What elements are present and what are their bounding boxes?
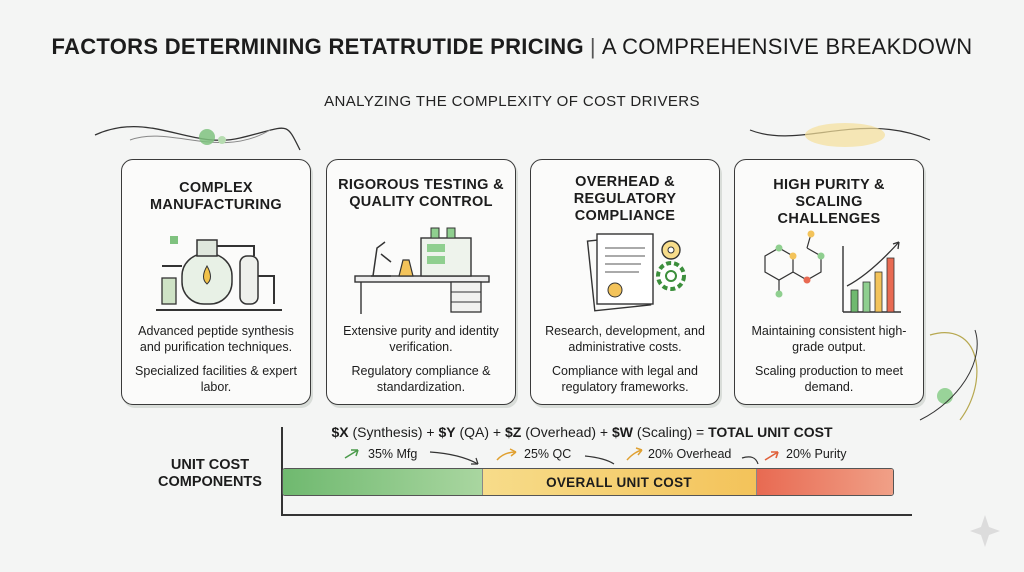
card-title: RIGOROUS TESTING & QUALITY CONTROL bbox=[338, 177, 504, 210]
card-text-secondary: Compliance with legal and regulatory fra… bbox=[552, 364, 698, 394]
reactor-icon bbox=[156, 236, 282, 311]
formula-x: $X bbox=[331, 424, 349, 440]
molecule-growth-chart-icon bbox=[764, 230, 901, 313]
title-light: A COMPREHENSIVE BREAKDOWN bbox=[601, 34, 973, 59]
card-text-primary: Maintaining consistent high-grade output… bbox=[751, 324, 907, 354]
card-purity-scaling: HIGH PURITY & SCALING CHALLENGES Maintai… bbox=[734, 159, 924, 405]
card-testing: RIGOROUS TESTING & QUALITY CONTROL Exten… bbox=[326, 159, 516, 405]
formula-w-label: (Scaling) = bbox=[632, 424, 709, 440]
segment-label-mfg: 35% Mfg bbox=[368, 447, 418, 461]
unit-cost-label: UNIT COST COMPONENTS bbox=[158, 457, 262, 490]
formula-z-label: (Overhead) + bbox=[521, 424, 612, 440]
formula-total: TOTAL UNIT COST bbox=[708, 424, 833, 440]
bar-segment-purity bbox=[757, 469, 893, 495]
card-text-primary: Advanced peptide synthesis and purificat… bbox=[138, 324, 294, 354]
formula-y: $Y bbox=[438, 424, 456, 440]
card-manufacturing: COMPLEX MANUFACTURING Advanced peptide s… bbox=[121, 159, 311, 405]
card-text-secondary: Regulatory compliance & standardization. bbox=[351, 364, 491, 394]
segment-label-overhead: 20% Overhead bbox=[648, 447, 732, 461]
formula-w: $W bbox=[611, 424, 633, 440]
formula-y-label: (QA) + bbox=[455, 424, 505, 440]
lab-bench-icon bbox=[354, 227, 490, 314]
card-title: HIGH PURITY & SCALING CHALLENGES bbox=[773, 177, 885, 227]
card-text-primary: Research, development, and administrativ… bbox=[545, 324, 705, 354]
segment-label-qc: 25% QC bbox=[524, 447, 572, 461]
title-separator: | bbox=[589, 34, 596, 59]
card-title: OVERHEAD & REGULATORY COMPLIANCE bbox=[573, 174, 677, 224]
cost-formula: $X (Synthesis) + $Y (QA) + $Z (Overhead)… bbox=[282, 424, 882, 440]
bar-segment-mfg bbox=[283, 469, 483, 495]
page-subtitle: ANALYZING THE COMPLEXITY OF COST DRIVERS bbox=[324, 93, 700, 110]
bar-label: OVERALL UNIT COST bbox=[546, 475, 692, 490]
formula-z: $Z bbox=[504, 424, 522, 440]
page-title: FACTORS DETERMINING RETATRUTIDE PRICING |… bbox=[0, 34, 1024, 60]
card-title: COMPLEX MANUFACTURING bbox=[150, 180, 282, 213]
bar-segment-qc-overhead bbox=[483, 469, 757, 495]
formula-x-label: (Synthesis) + bbox=[348, 424, 439, 440]
card-text-primary: Extensive purity and identity verificati… bbox=[343, 324, 499, 354]
title-strong: FACTORS DETERMINING RETATRUTIDE PRICING bbox=[51, 34, 584, 59]
card-overhead: OVERHEAD & REGULATORY COMPLIANCE Researc… bbox=[530, 159, 720, 405]
card-text-secondary: Scaling production to meet demand. bbox=[754, 364, 903, 394]
card-text-secondary: Specialized facilities & expert labor. bbox=[135, 364, 297, 394]
certificate-gears-icon bbox=[586, 233, 686, 312]
chart-axis-vertical bbox=[281, 427, 283, 515]
segment-label-purity: 20% Purity bbox=[786, 447, 847, 461]
chart-axis-horizontal bbox=[281, 514, 912, 516]
unit-cost-bar bbox=[282, 468, 894, 496]
